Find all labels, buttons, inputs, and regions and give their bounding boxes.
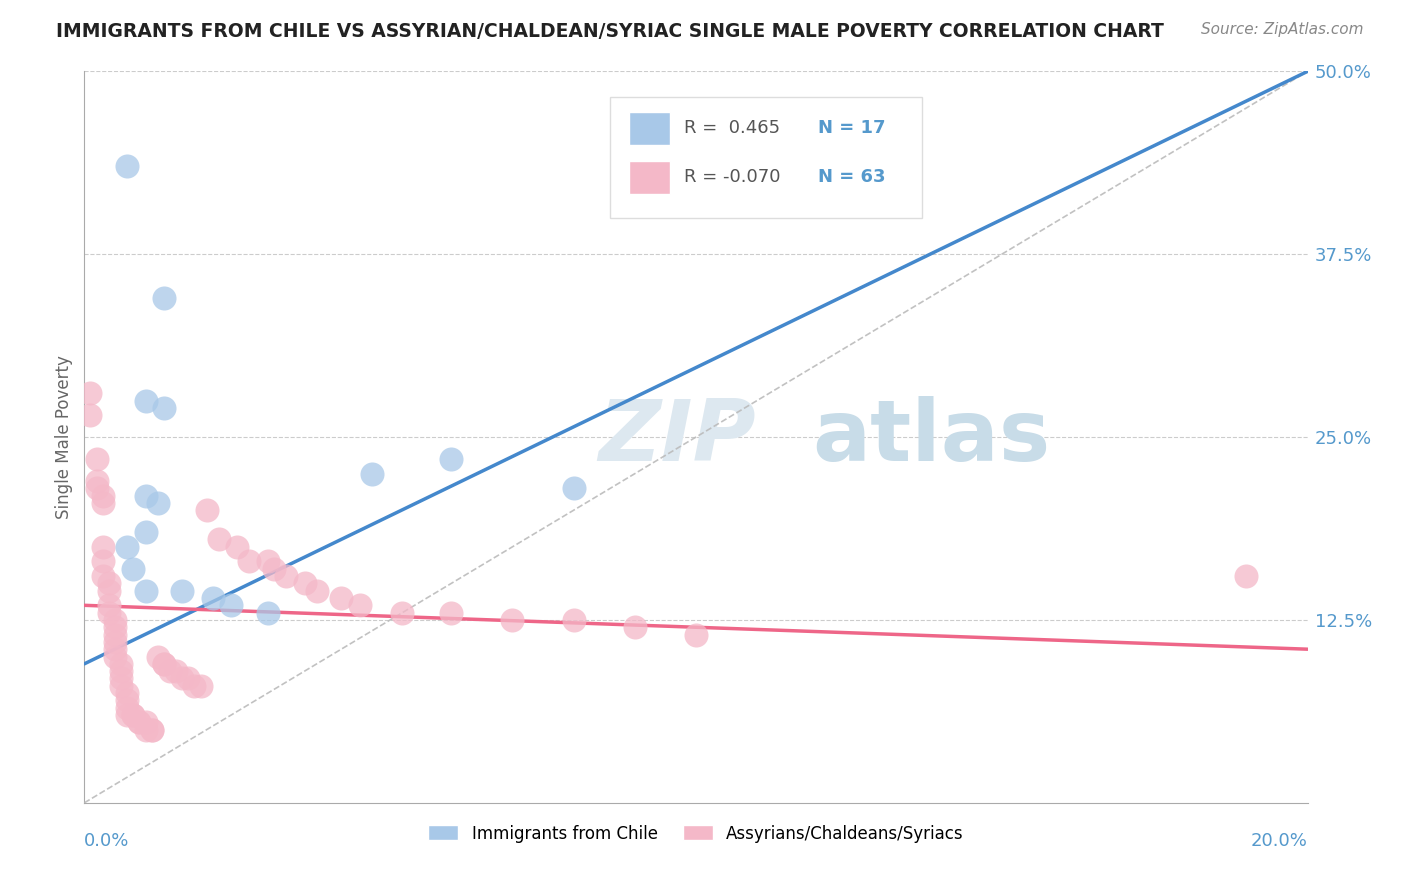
Point <box>128 715 150 730</box>
Point <box>115 700 138 714</box>
Point <box>91 540 114 554</box>
Point <box>219 599 242 613</box>
Point <box>685 627 707 641</box>
Point <box>153 657 176 671</box>
Legend: Immigrants from Chile, Assyrians/Chaldeans/Syriacs: Immigrants from Chile, Assyrians/Chaldea… <box>422 818 970 849</box>
Text: R =  0.465: R = 0.465 <box>683 120 780 137</box>
Point <box>201 591 224 605</box>
Point <box>226 540 249 554</box>
Point <box>115 160 138 174</box>
Point <box>208 533 231 547</box>
Point <box>294 576 316 591</box>
Point <box>305 583 328 598</box>
Point <box>91 489 114 503</box>
Text: Source: ZipAtlas.com: Source: ZipAtlas.com <box>1201 22 1364 37</box>
Point <box>135 715 157 730</box>
Point <box>91 496 114 510</box>
Point <box>79 408 101 422</box>
Point <box>263 562 285 576</box>
Point <box>153 401 176 415</box>
Point <box>135 583 157 598</box>
Point <box>146 649 169 664</box>
Y-axis label: Single Male Poverty: Single Male Poverty <box>55 355 73 519</box>
Text: N = 17: N = 17 <box>818 120 886 137</box>
Point <box>1236 569 1258 583</box>
Point <box>177 672 200 686</box>
Point <box>110 657 132 671</box>
Point <box>172 583 194 598</box>
Point <box>153 291 176 305</box>
Point <box>135 393 157 408</box>
Point <box>104 642 127 657</box>
Point <box>97 599 120 613</box>
Point <box>135 489 157 503</box>
Point <box>115 686 138 700</box>
Point <box>115 708 138 723</box>
Point <box>257 606 280 620</box>
FancyBboxPatch shape <box>628 161 671 194</box>
Point <box>91 569 114 583</box>
Text: ZIP: ZIP <box>598 395 756 479</box>
Point <box>135 723 157 737</box>
Point <box>115 693 138 707</box>
Point <box>110 679 132 693</box>
Point <box>104 635 127 649</box>
Point <box>79 386 101 401</box>
Text: IMMIGRANTS FROM CHILE VS ASSYRIAN/CHALDEAN/SYRIAC SINGLE MALE POVERTY CORRELATIO: IMMIGRANTS FROM CHILE VS ASSYRIAN/CHALDE… <box>56 22 1164 41</box>
Point <box>104 649 127 664</box>
Point <box>135 525 157 540</box>
Point <box>122 562 145 576</box>
Point <box>349 599 371 613</box>
Point <box>122 708 145 723</box>
Text: 20.0%: 20.0% <box>1251 832 1308 850</box>
Point <box>146 496 169 510</box>
Point <box>159 664 181 678</box>
Point <box>122 708 145 723</box>
Point <box>257 554 280 568</box>
Text: N = 63: N = 63 <box>818 169 886 186</box>
Point <box>391 606 413 620</box>
Point <box>91 554 114 568</box>
FancyBboxPatch shape <box>628 112 671 145</box>
FancyBboxPatch shape <box>610 97 922 218</box>
Point <box>440 606 463 620</box>
Point <box>195 503 218 517</box>
Point <box>153 657 176 671</box>
Point <box>141 723 163 737</box>
Point <box>562 613 585 627</box>
Point <box>165 664 187 678</box>
Point <box>86 481 108 495</box>
Point <box>128 715 150 730</box>
Point <box>86 452 108 467</box>
Point <box>330 591 353 605</box>
Text: atlas: atlas <box>813 395 1050 479</box>
Point <box>104 613 127 627</box>
Point <box>110 664 132 678</box>
Point <box>110 672 132 686</box>
Point <box>115 540 138 554</box>
Point <box>624 620 647 634</box>
Text: R = -0.070: R = -0.070 <box>683 169 780 186</box>
Text: 0.0%: 0.0% <box>84 832 129 850</box>
Point <box>238 554 260 568</box>
Point <box>97 583 120 598</box>
Point <box>86 474 108 488</box>
Point <box>104 627 127 641</box>
Point <box>172 672 194 686</box>
Point <box>562 481 585 495</box>
Point <box>190 679 212 693</box>
Point <box>360 467 382 481</box>
Point <box>440 452 463 467</box>
Point <box>502 613 524 627</box>
Point <box>141 723 163 737</box>
Point <box>276 569 298 583</box>
Point <box>97 606 120 620</box>
Point <box>183 679 205 693</box>
Point <box>97 576 120 591</box>
Point <box>104 620 127 634</box>
